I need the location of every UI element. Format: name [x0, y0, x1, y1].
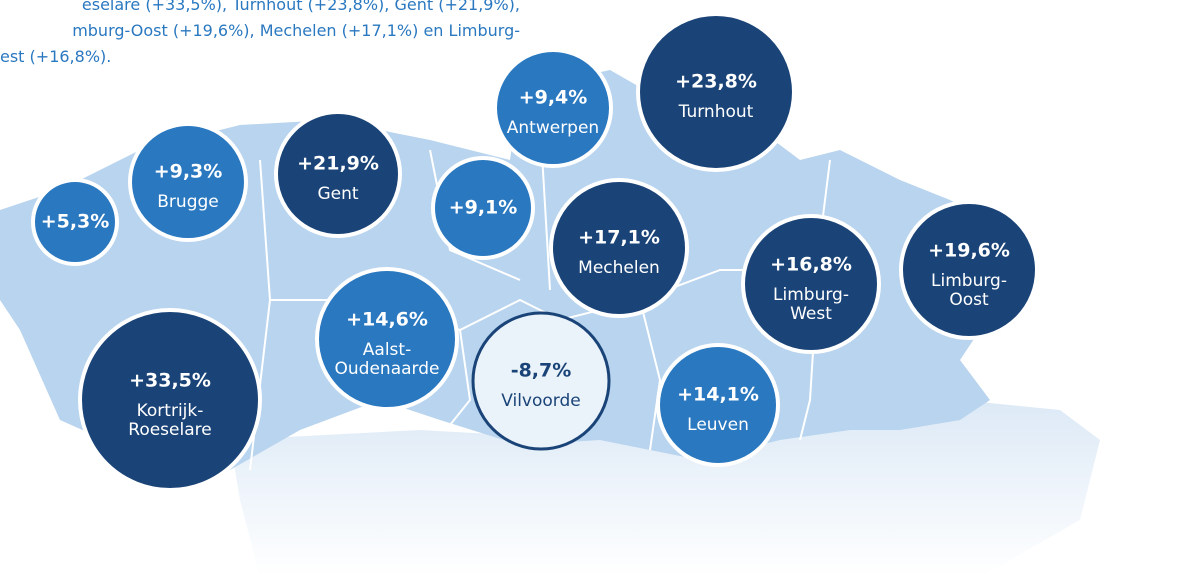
region-name: West: [790, 304, 832, 324]
region-name: Vilvoorde: [501, 391, 581, 411]
region-bubble: [741, 214, 881, 354]
region-value: +23,8%: [675, 71, 757, 93]
region-value: +16,8%: [770, 254, 852, 276]
region-name: Antwerpen: [507, 118, 599, 138]
region-value: +5,3%: [41, 211, 110, 233]
region-bubble: [274, 110, 402, 238]
region-bubble: [431, 156, 535, 260]
region-value: +17,1%: [578, 227, 660, 249]
region-name: Turnhout: [678, 102, 754, 122]
region-value: +9,3%: [154, 161, 223, 183]
region-bubble: [549, 178, 689, 318]
region-name: Leuven: [687, 415, 749, 435]
intro-line: eselare (+33,5%), Turnhout (+23,8%), Gen…: [81, 0, 520, 14]
intro-text: eselare (+33,5%), Turnhout (+23,8%), Gen…: [0, 0, 520, 70]
region-bubble: [899, 200, 1039, 340]
region-value: +14,1%: [677, 384, 759, 406]
region-bubble: [636, 12, 796, 172]
region-value: +9,1%: [449, 197, 518, 219]
region-bubbles: +5,3% +9,3% Brugge +21,9% Gent +9,1% +9,4% Antw…: [31, 12, 1039, 492]
region-value: -8,7%: [511, 360, 572, 382]
region-bubble: [493, 48, 613, 168]
region-bubble: [128, 122, 248, 242]
region-value: +21,9%: [297, 153, 379, 175]
region-name: Limburg-: [931, 271, 1007, 291]
intro-line: mburg-Oost (+19,6%), Mechelen (+17,1%) e…: [72, 21, 520, 40]
region-value: +9,4%: [519, 87, 588, 109]
region-name: Oost: [949, 290, 989, 310]
region-name: Mechelen: [578, 258, 660, 278]
region-name: Roeselare: [128, 420, 211, 440]
region-name: Gent: [317, 184, 358, 204]
region-name: Limburg-: [773, 285, 849, 305]
region-name: Aalst-: [363, 340, 411, 360]
region-bubble: [471, 311, 611, 451]
region-value: +19,6%: [928, 240, 1010, 262]
region-value: +14,6%: [346, 309, 428, 331]
region-bubble: [315, 267, 459, 411]
wallonia-fade: [230, 400, 1100, 577]
region-value: +33,5%: [129, 370, 211, 392]
region-bubble: [78, 308, 262, 492]
region-name: Kortrijk-: [137, 401, 204, 421]
region-name: Brugge: [157, 192, 218, 212]
intro-line: est (+16,8%).: [0, 47, 112, 66]
region-bubble: [31, 178, 119, 266]
region-name: Oudenaarde: [335, 359, 440, 379]
region-bubble: [656, 343, 780, 467]
